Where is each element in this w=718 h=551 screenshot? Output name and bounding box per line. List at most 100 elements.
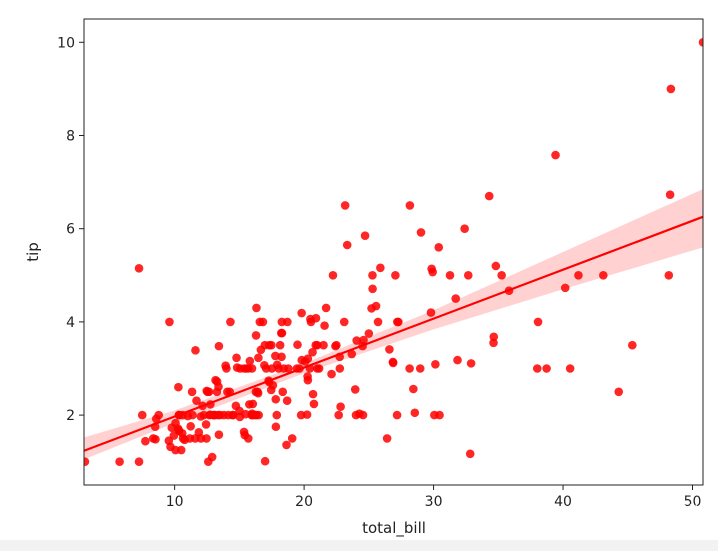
data-point [188, 410, 197, 420]
data-point [319, 340, 328, 350]
x-tick-label: 50 [684, 494, 702, 510]
data-point [614, 387, 624, 397]
data-point [339, 317, 349, 327]
x-tick-label: 20 [295, 494, 313, 510]
data-point [484, 191, 494, 201]
data-point [287, 434, 297, 443]
x-tick-label: 30 [425, 494, 443, 510]
data-point [228, 410, 238, 420]
y-tick-label: 8 [66, 129, 75, 145]
data-point [154, 410, 163, 420]
data-point [137, 410, 147, 420]
data-point [284, 364, 293, 373]
data-point [394, 317, 403, 327]
y-tick-label: 6 [66, 222, 75, 238]
data-point [245, 356, 255, 366]
data-point [283, 317, 292, 327]
data-point [248, 399, 258, 409]
data-point [187, 387, 197, 397]
data-point [272, 410, 282, 420]
data-point [334, 410, 343, 420]
data-point [376, 263, 385, 273]
data-point [207, 452, 217, 462]
data-point [664, 271, 674, 280]
data-point [308, 347, 317, 357]
data-point [303, 354, 313, 364]
data-point [368, 271, 377, 280]
data-point [222, 364, 231, 373]
x-axis-ticks: 10 20 30 40 50 [166, 485, 702, 510]
data-point [347, 349, 357, 359]
data-point [201, 420, 211, 429]
data-point [309, 399, 319, 409]
data-point [371, 301, 381, 311]
data-point [426, 308, 436, 317]
data-point [141, 436, 150, 446]
data-point [340, 201, 350, 210]
regression-line-layer [84, 215, 703, 452]
data-point [84, 457, 90, 466]
data-point [271, 422, 281, 432]
data-point [226, 317, 235, 327]
data-point [410, 408, 420, 418]
data-point [391, 271, 400, 280]
data-point [415, 364, 425, 373]
data-point [282, 440, 291, 450]
data-point [275, 340, 285, 350]
data-point [431, 360, 440, 369]
data-point [385, 345, 394, 354]
data-point [533, 317, 543, 327]
data-point [232, 353, 241, 363]
plot-area [83, 18, 704, 486]
data-point [665, 190, 675, 199]
data-point [435, 410, 444, 420]
data-point [599, 271, 608, 280]
data-point [405, 201, 415, 210]
data-point [252, 303, 261, 313]
data-point [335, 364, 345, 373]
data-point [277, 352, 286, 362]
data-point [497, 271, 506, 280]
data-point [560, 283, 570, 293]
data-point [373, 317, 383, 327]
data-point [489, 332, 499, 342]
data-point [434, 243, 444, 252]
bottom-band [0, 540, 718, 551]
data-point [332, 340, 341, 350]
data-point [134, 457, 144, 467]
x-tick-label: 40 [554, 494, 572, 510]
data-point [409, 384, 418, 394]
data-point [191, 346, 200, 355]
data-point [214, 382, 223, 391]
data-point [271, 394, 281, 404]
data-point [453, 355, 462, 365]
data-point [321, 303, 331, 313]
data-point [358, 410, 368, 420]
data-point [364, 329, 374, 338]
y-tick-label: 2 [66, 408, 75, 424]
data-point [542, 364, 551, 373]
x-axis-label: total_bill [362, 519, 426, 538]
data-point [466, 359, 476, 368]
data-point [451, 294, 461, 303]
data-point [460, 224, 469, 233]
data-point [336, 402, 345, 412]
data-point [392, 410, 402, 420]
data-point [491, 261, 501, 271]
y-axis-ticks: 2 4 6 8 10 [57, 35, 84, 424]
data-point [247, 364, 257, 373]
data-point [314, 364, 324, 373]
data-point [463, 271, 473, 280]
plot-frame [83, 18, 704, 486]
watermark-text: @稀土掘金技术社区 [604, 502, 712, 517]
data-point [342, 240, 352, 250]
data-point [244, 434, 253, 443]
y-tick-label: 4 [66, 315, 75, 331]
data-point [254, 353, 263, 363]
data-point [350, 385, 360, 394]
data-point [202, 434, 211, 443]
y-axis-label: tip [24, 242, 42, 262]
data-point [565, 364, 575, 373]
